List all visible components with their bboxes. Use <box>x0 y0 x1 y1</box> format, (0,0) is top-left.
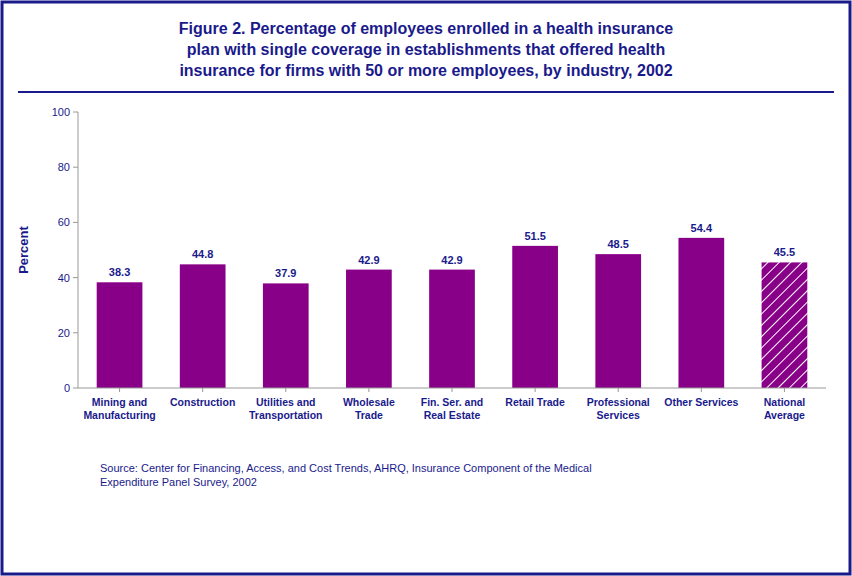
text-line: Expenditure Panel Survey, 2002 <box>100 476 257 488</box>
text-line: Manufacturing <box>83 409 155 421</box>
source-note: Source: Center for Financing, Access, an… <box>100 462 592 488</box>
page-border <box>2 2 850 574</box>
bars <box>97 238 808 388</box>
x-tick-label: WholesaleTrade <box>343 396 395 421</box>
x-tick-label: Mining andManufacturing <box>83 396 155 421</box>
x-tick <box>202 388 203 392</box>
chart: Figure 2. Percentage of employees enroll… <box>0 0 852 576</box>
y-axis-label: Percent <box>16 225 31 273</box>
y-tick-label: 0 <box>64 382 70 394</box>
y-tick-label: 20 <box>58 327 70 339</box>
data-label: 51.5 <box>524 230 545 242</box>
y-tick-label: 60 <box>58 216 70 228</box>
y-tick-label: 80 <box>58 161 70 173</box>
text-line: Average <box>764 409 805 421</box>
bar <box>429 270 475 388</box>
text-line: Trade <box>355 409 383 421</box>
y-tick <box>73 332 78 333</box>
data-label: 42.9 <box>358 254 379 266</box>
y-tick <box>73 112 78 113</box>
text-line: Construction <box>170 396 235 408</box>
x-tick-label: NationalAverage <box>764 396 806 421</box>
x-tick <box>119 388 120 392</box>
x-tick-label: Utilities andTransportation <box>249 396 323 421</box>
x-tick-label: Construction <box>170 396 235 408</box>
text-line: Utilities and <box>256 396 316 408</box>
bar <box>595 254 641 388</box>
y-tick-label: 40 <box>58 272 70 284</box>
x-tick <box>368 388 369 392</box>
y-tick-label: 100 <box>52 106 70 118</box>
x-tick <box>535 388 536 392</box>
text-line: Retail Trade <box>505 396 565 408</box>
text-line: Professional <box>587 396 650 408</box>
y-tick <box>73 222 78 223</box>
data-label: 54.4 <box>691 222 713 234</box>
x-tick-label: Other Services <box>664 396 738 408</box>
data-label: 48.5 <box>608 238 629 250</box>
y-tick <box>73 277 78 278</box>
y-axis-line <box>78 112 79 388</box>
y-tick <box>73 167 78 168</box>
bar <box>346 270 392 388</box>
y-tick <box>73 388 78 389</box>
text-line: insurance for firms with 50 or more empl… <box>179 62 672 79</box>
text-line: Source: Center for Financing, Access, an… <box>100 462 592 474</box>
data-label: 38.3 <box>109 266 130 278</box>
text-line: Fin. Ser. and <box>421 396 483 408</box>
title: Figure 2. Percentage of employees enroll… <box>179 20 673 79</box>
x-tick <box>452 388 453 392</box>
bar <box>512 246 558 388</box>
x-tick-label: Fin. Ser. andReal Estate <box>421 396 483 421</box>
text-line: Real Estate <box>424 409 481 421</box>
x-tick-label: ProfessionalServices <box>587 396 650 421</box>
bar <box>762 262 808 388</box>
text-line: Figure 2. Percentage of employees enroll… <box>179 20 673 37</box>
text-line: National <box>764 396 806 408</box>
x-tick-label: Retail Trade <box>505 396 565 408</box>
text-line: Mining and <box>92 396 147 408</box>
text-line: Transportation <box>249 409 323 421</box>
data-label: 37.9 <box>275 267 296 279</box>
data-label: 44.8 <box>192 248 213 260</box>
x-tick <box>701 388 702 392</box>
bar <box>678 238 724 388</box>
title-separator <box>18 91 834 93</box>
x-tick <box>618 388 619 392</box>
data-label: 45.5 <box>774 246 795 258</box>
text-line: Services <box>597 409 640 421</box>
data-label: 42.9 <box>441 254 462 266</box>
text-line: Other Services <box>664 396 738 408</box>
bar <box>180 264 226 388</box>
x-tick <box>285 388 286 392</box>
text-line: plan with single coverage in establishme… <box>187 41 665 58</box>
x-tick <box>784 388 785 392</box>
text-line: Wholesale <box>343 396 395 408</box>
bar <box>263 283 309 388</box>
bar <box>97 282 143 388</box>
